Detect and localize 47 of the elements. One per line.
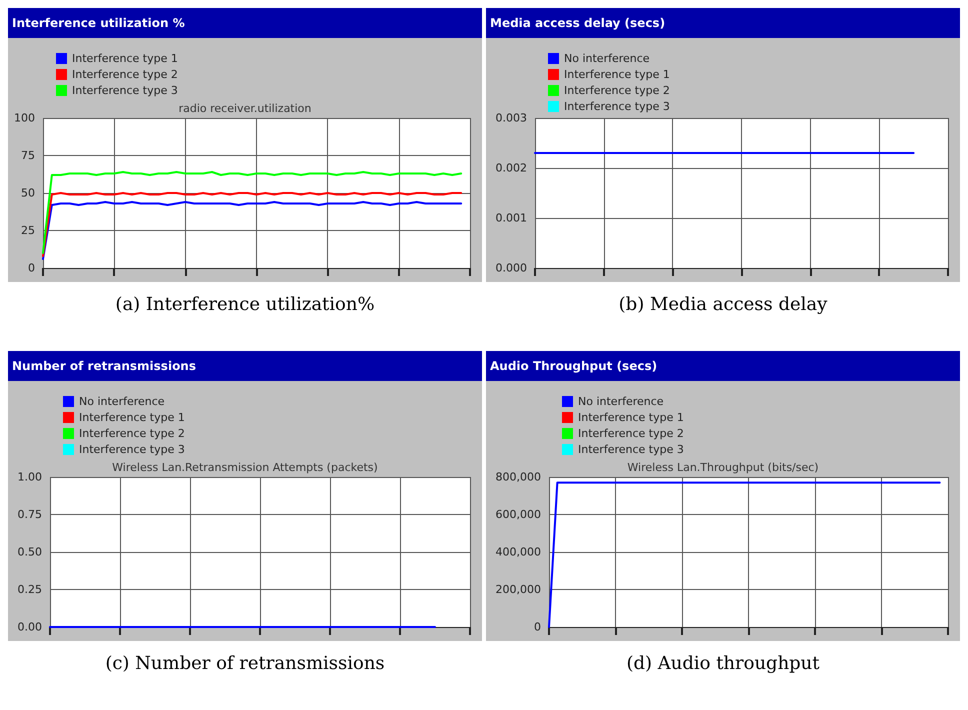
legend-label: Interference type 1 xyxy=(564,68,670,81)
y-tick-label: 200,000 xyxy=(496,583,541,596)
chart-title: Media access delay (secs) xyxy=(486,8,960,38)
y-tick-label: 0.000 xyxy=(496,262,527,274)
legend-label: Interference type 2 xyxy=(79,427,185,440)
y-tick-label: 0.75 xyxy=(18,508,42,521)
legend-label: Interference type 2 xyxy=(564,84,670,97)
legend-label: Interference type 2 xyxy=(578,427,684,440)
y-tick-label: 0.001 xyxy=(496,212,527,224)
legend-label: Interference type 3 xyxy=(72,84,178,97)
legend-label: Interference type 1 xyxy=(79,411,185,424)
y-tick-label: 0.003 xyxy=(496,112,527,124)
text: (d) Audio throughput xyxy=(625,652,821,676)
legend-label: Interference type 1 xyxy=(72,52,178,65)
chart-subtitle: Wireless Lan.Throughput (bits/sec) xyxy=(627,461,819,474)
y-tick-label: 0.00 xyxy=(18,620,42,634)
legend-label: Interference type 1 xyxy=(578,411,684,424)
y-tick-label: 50 xyxy=(21,186,35,200)
chart-title: Number of retransmissions xyxy=(8,351,482,381)
y-tick-label: 0.002 xyxy=(496,162,527,174)
line-series xyxy=(42,171,462,254)
chart-title: Interference utilization % xyxy=(8,8,482,38)
legend-label: No interference xyxy=(564,52,650,65)
y-tick-label: 0 xyxy=(28,262,35,274)
y-tick-label: 1.00 xyxy=(18,470,42,484)
legend-label: Interference type 3 xyxy=(79,443,185,456)
text: (b) Media access delay xyxy=(618,293,828,317)
y-tick-label: 0 xyxy=(534,620,541,634)
y-tick-label: 25 xyxy=(21,224,35,237)
y-tick-label: 0.50 xyxy=(18,546,42,558)
legend-label: Interference type 3 xyxy=(578,443,684,456)
y-tick-label: 0.25 xyxy=(18,583,42,596)
text: (c) Number of retransmissions xyxy=(104,652,386,676)
legend-label: Interference type 2 xyxy=(72,68,178,81)
legend-label: No interference xyxy=(578,395,664,408)
text: (a) Interference utilization% xyxy=(114,293,376,317)
chart-subtitle: radio receiver.utilization xyxy=(178,102,312,115)
legend-label: Interference type 3 xyxy=(564,100,670,113)
y-tick-label: 75 xyxy=(21,149,35,162)
y-tick-label: 800,000 xyxy=(496,470,541,484)
line-series xyxy=(42,201,462,260)
y-tick-label: 600,000 xyxy=(496,508,541,521)
y-tick-label: 400,000 xyxy=(496,546,541,558)
chart-subtitle: Wireless Lan.Retransmission Attempts (packets) xyxy=(112,461,378,474)
legend-label: No interference xyxy=(79,395,165,408)
chart-title: Audio Throughput (secs) xyxy=(486,351,960,381)
y-tick-label: 100 xyxy=(14,112,35,124)
